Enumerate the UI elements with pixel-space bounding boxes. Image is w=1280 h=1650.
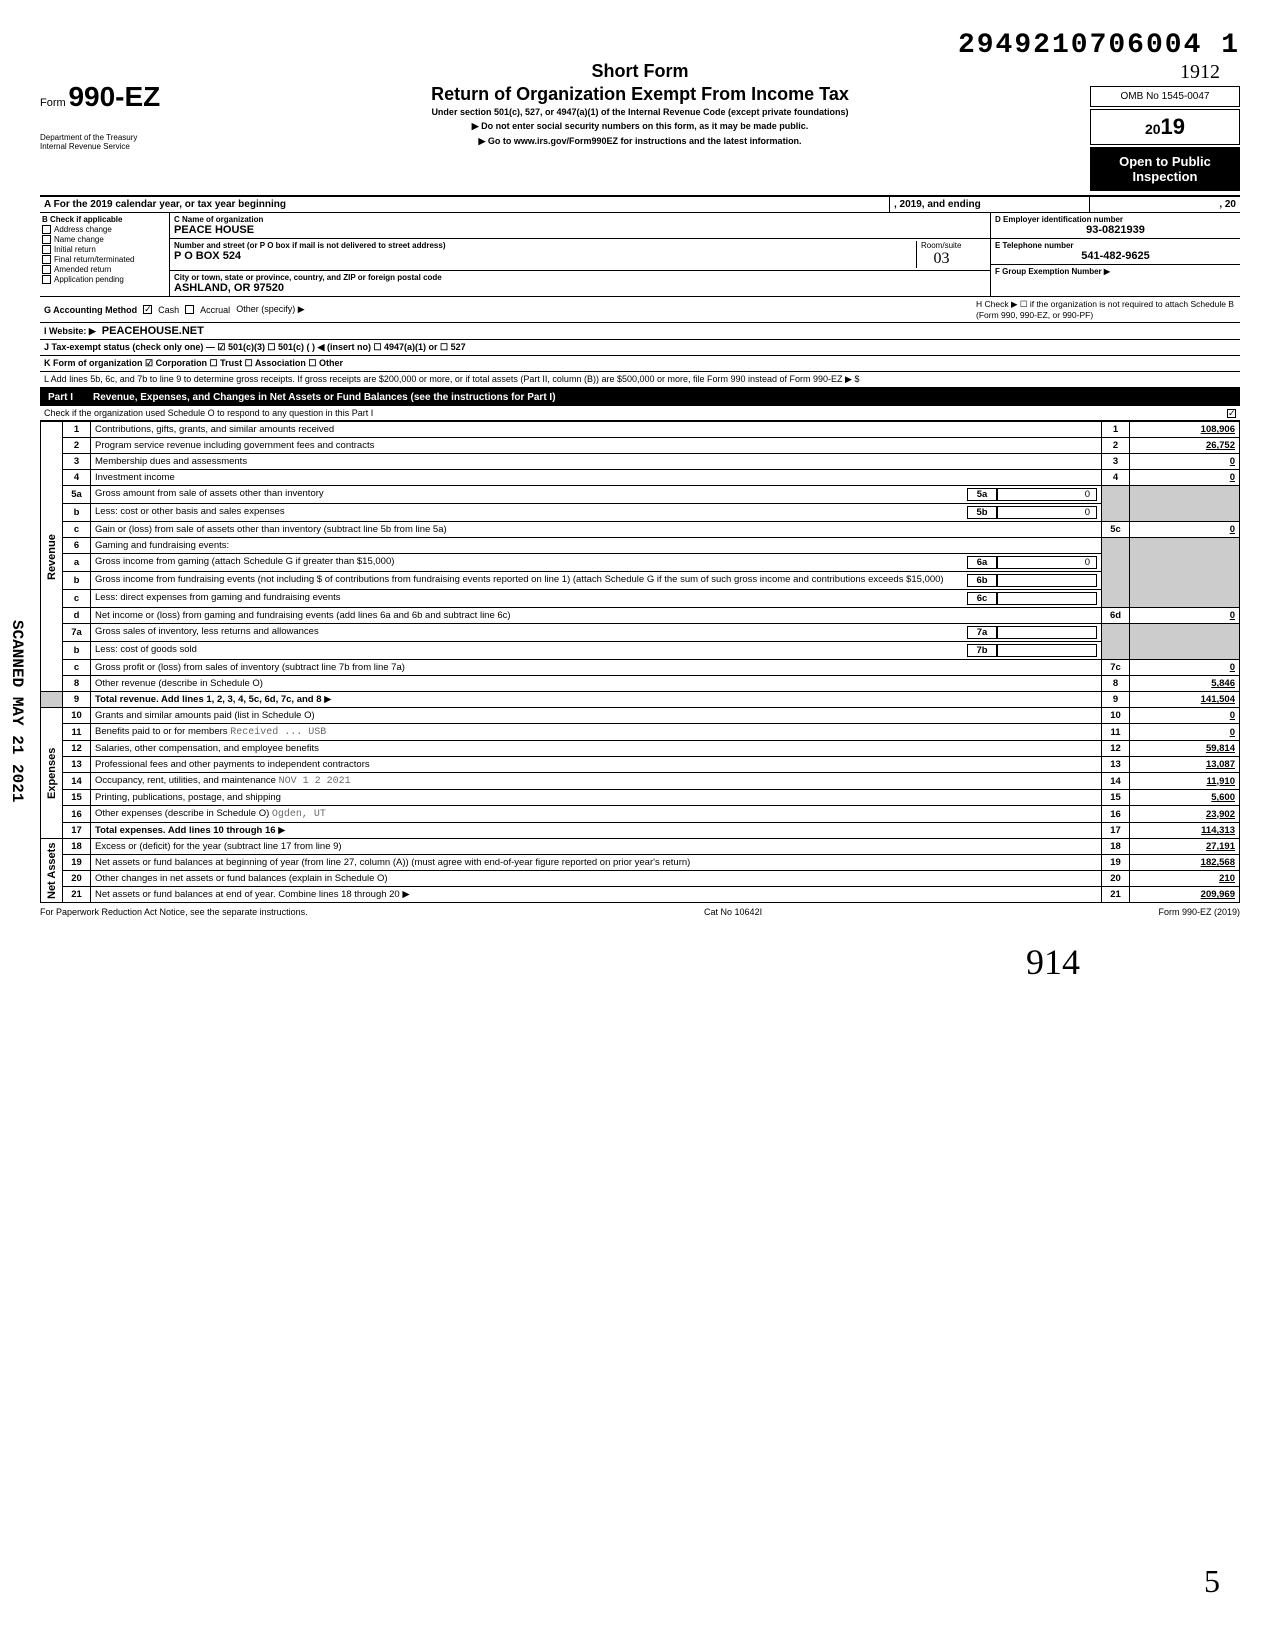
inspection-box: Open to Public Inspection — [1090, 147, 1240, 191]
row-a: A For the 2019 calendar year, or tax yea… — [40, 197, 1240, 213]
part1-check: Check if the organization used Schedule … — [40, 406, 1240, 421]
checkbox-name-change[interactable] — [42, 235, 51, 244]
ein: 93-0821939 — [995, 224, 1236, 236]
main-form-table: Revenue 1Contributions, gifts, grants, a… — [40, 421, 1240, 903]
part-1-header: Part I Revenue, Expenses, and Changes in… — [40, 389, 1240, 406]
checkbox-final-return[interactable] — [42, 255, 51, 264]
col-c-org-info: C Name of organizationPEACE HOUSE Number… — [170, 213, 990, 296]
expenses-label: Expenses — [41, 708, 63, 839]
page-footer: For Paperwork Reduction Act Notice, see … — [40, 903, 1240, 921]
checkbox-cash[interactable] — [143, 305, 152, 314]
short-form-title: Short Form — [200, 61, 1080, 82]
instruction-2: ▶ Go to www.irs.gov/Form990EZ for instru… — [200, 136, 1080, 147]
dept-treasury: Department of the Treasury Internal Reve… — [40, 133, 190, 151]
checkbox-pending[interactable] — [42, 275, 51, 284]
revenue-label: Revenue — [41, 422, 63, 692]
row-i: I Website: ▶ PEACEHOUSE.NET — [40, 323, 1240, 340]
handwritten-year: 1912 — [1090, 61, 1240, 84]
instruction-1: ▶ Do not enter social security numbers o… — [200, 121, 1080, 132]
org-address: P O BOX 524 — [174, 250, 916, 262]
row-j: J Tax-exempt status (check only one) — ☑… — [40, 340, 1240, 356]
net-assets-label: Net Assets — [41, 839, 63, 903]
form-header: Form 990-EZ Department of the Treasury I… — [40, 61, 1240, 197]
form-word: Form — [40, 97, 66, 109]
row-g-h: G Accounting Method Cash Accrual Other (… — [40, 297, 1240, 323]
checkbox-amended[interactable] — [42, 265, 51, 274]
row-k: K Form of organization ☑ Corporation ☐ T… — [40, 356, 1240, 372]
org-name: PEACE HOUSE — [174, 224, 986, 236]
omb-number: OMB No 1545-0047 — [1090, 86, 1240, 107]
row-l: L Add lines 5b, 6c, and 7b to line 9 to … — [40, 372, 1240, 389]
website: PEACEHOUSE.NET — [102, 325, 204, 337]
subtitle: Under section 501(c), 527, or 4947(a)(1)… — [200, 107, 1080, 117]
tax-year: 20201919 — [1090, 109, 1240, 145]
form-number: 990-EZ — [68, 81, 160, 112]
signature: 914 — [40, 941, 1240, 983]
checkbox-address-change[interactable] — [42, 225, 51, 234]
checkbox-initial-return[interactable] — [42, 245, 51, 254]
col-b-checkboxes: B Check if applicable Address change Nam… — [40, 213, 170, 296]
main-title: Return of Organization Exempt From Incom… — [200, 84, 1080, 105]
document-id: 2949210706004 1 — [40, 30, 1240, 61]
checkbox-schedule-o[interactable] — [1227, 409, 1236, 418]
scanned-stamp: SCANNED MAY 21 2021 — [8, 620, 26, 802]
col-d-e-f: D Employer identification number93-08219… — [990, 213, 1240, 296]
signature-2: 5 — [1204, 1563, 1220, 1600]
section-b-through-f: B Check if applicable Address change Nam… — [40, 213, 1240, 297]
phone: 541-482-9625 — [995, 250, 1236, 262]
org-city: ASHLAND, OR 97520 — [174, 282, 986, 294]
checkbox-accrual[interactable] — [185, 305, 194, 314]
